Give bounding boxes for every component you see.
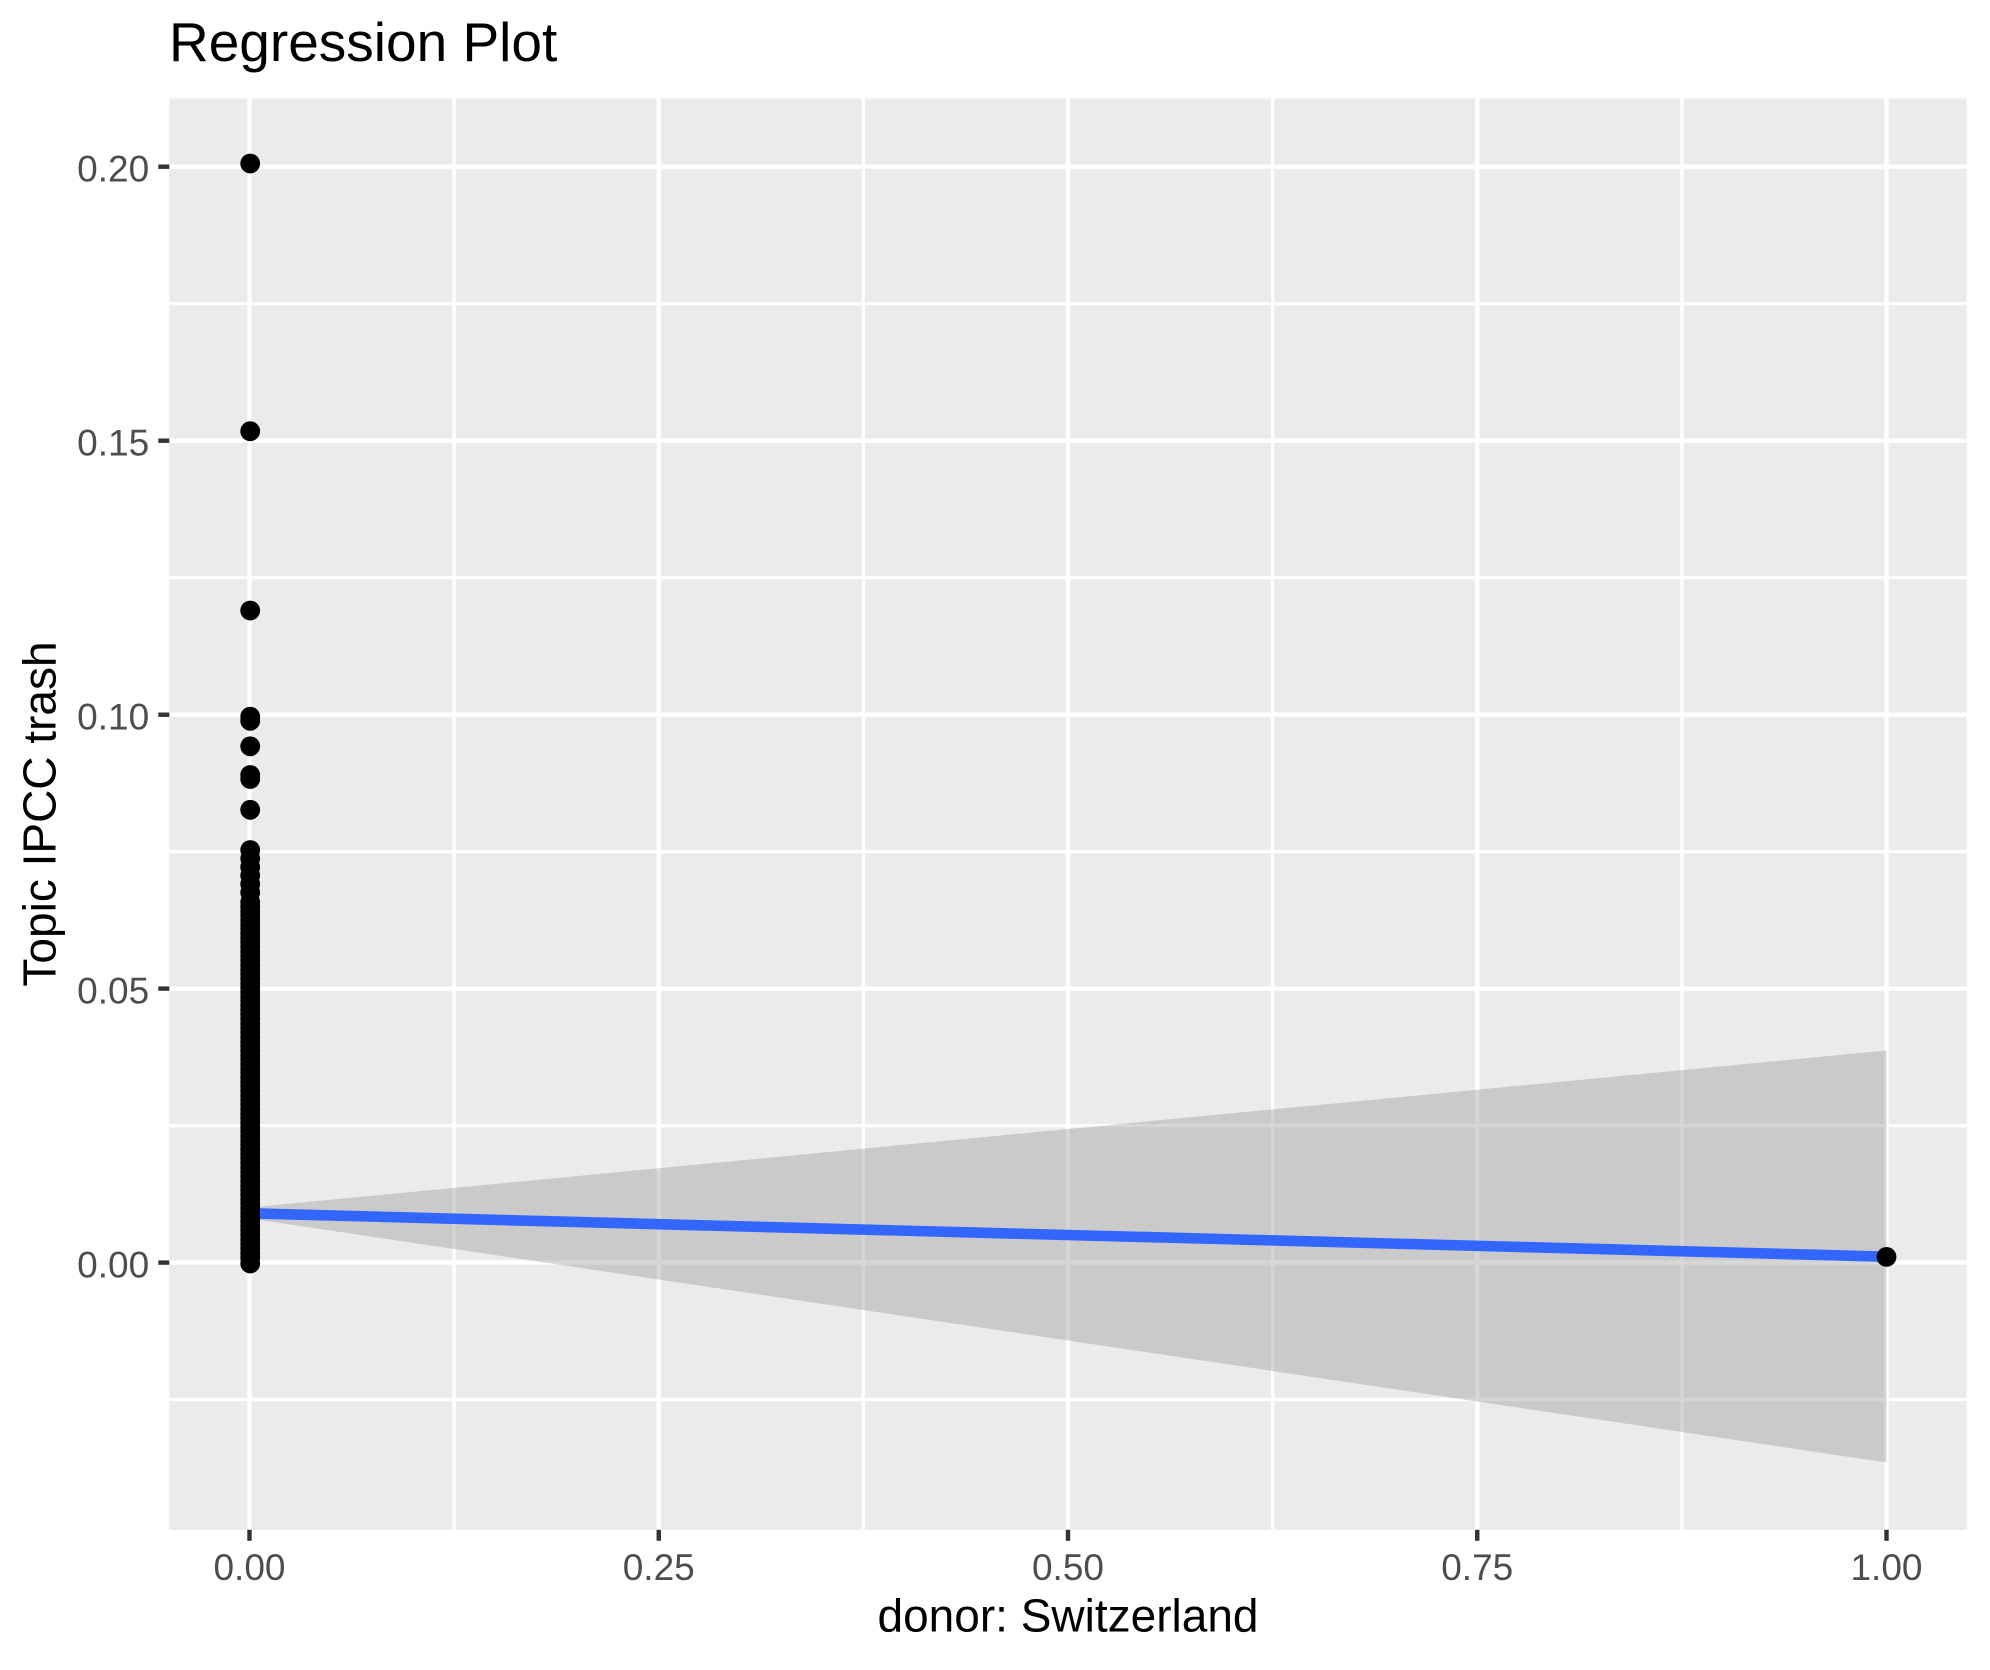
svg-text:0.20: 0.20 (77, 149, 149, 190)
svg-text:Regression Plot: Regression Plot (169, 11, 557, 73)
svg-text:0.50: 0.50 (1032, 1547, 1104, 1588)
svg-text:0.25: 0.25 (623, 1547, 695, 1588)
svg-text:0.75: 0.75 (1441, 1547, 1513, 1588)
svg-text:0.05: 0.05 (77, 971, 149, 1012)
svg-text:0.10: 0.10 (77, 697, 149, 738)
svg-text:0.15: 0.15 (77, 423, 149, 464)
svg-text:1.00: 1.00 (1850, 1547, 1922, 1588)
svg-text:Topic IPCC trash: Topic IPCC trash (14, 641, 66, 986)
svg-text:0.00: 0.00 (77, 1245, 149, 1286)
svg-text:donor: Switzerland: donor: Switzerland (878, 1590, 1259, 1642)
svg-text:0.00: 0.00 (213, 1547, 285, 1588)
